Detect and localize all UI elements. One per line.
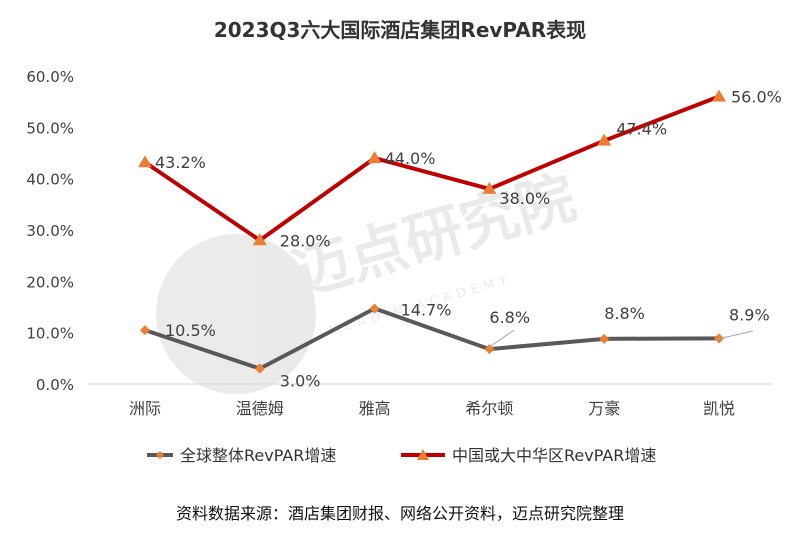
data-label: 3.0% [280,372,321,391]
data-point [254,363,265,374]
y-tick-label: 30.0% [26,222,74,240]
series-line-0 [144,306,720,371]
data-label: 14.7% [401,301,452,320]
data-label: 47.4% [616,120,667,139]
data-label: 28.0% [280,231,331,250]
data-label: 56.0% [731,88,782,107]
data-point [140,325,150,336]
x-tick-label: 雅高 [359,399,391,418]
x-tick-label: 凯悦 [703,399,735,418]
x-tick-label: 万豪 [588,399,620,418]
data-point [712,89,726,102]
chart-title: 2023Q3六大国际酒店集团RevPAR表现 [214,18,586,42]
leader-line [717,330,754,340]
legend-label-global: 全球整体RevPAR增速 [180,446,336,465]
y-tick-label: 50.0% [26,119,74,137]
x-tick-label: 温德姆 [236,399,284,418]
y-tick-label: 60.0% [26,68,74,86]
legend-item-global: 全球整体RevPAR增速 [147,446,336,465]
legend-marker-china [417,449,429,460]
legend-label-china: 中国或大中华区RevPAR增速 [452,446,656,465]
data-point [252,233,267,246]
legend-item-china: 中国或大中华区RevPAR增速 [401,446,656,465]
data-label: 8.8% [604,304,645,323]
data-point [484,344,495,355]
y-tick-label: 40.0% [26,171,74,189]
y-tick-label: 20.0% [26,273,74,291]
data-point [367,151,382,164]
data-point [482,181,497,194]
legend: 全球整体RevPAR增速 中国或大中华区RevPAR增速 [147,446,656,465]
data-label: 38.0% [499,189,550,208]
y-tick-label: 10.0% [26,325,74,343]
leader-line [487,329,515,349]
watermark-logo [156,234,316,394]
plot-area [138,89,726,374]
data-label: 43.2% [155,153,206,172]
data-label: 44.0% [385,149,436,168]
data-labels: 10.5% 3.0% 14.7% 6.8% 8.8% 8.9% 43.2% 28.0% 44.0… [155,88,782,391]
data-label: 10.5% [165,321,216,340]
data-label: 8.9% [729,305,770,324]
data-point [369,303,380,314]
x-tick-label: 洲际 [129,399,161,418]
data-point [138,155,152,168]
y-tick-label: 0.0% [36,376,74,394]
data-point [597,133,612,146]
source-note: 资料数据来源：酒店集团财报、网络公开资料，迈点研究院整理 [176,504,624,523]
series-line-1 [143,94,720,243]
data-point [599,333,610,344]
x-tick-label: 希尔顿 [465,399,513,418]
x-axis: 洲际 温德姆 雅高 希尔顿 万豪 凯悦 [129,399,735,418]
legend-marker-global [156,451,164,459]
data-label: 6.8% [489,308,530,327]
y-axis: 0.0% 10.0% 20.0% 30.0% 40.0% 50.0% 60.0% [26,68,74,394]
